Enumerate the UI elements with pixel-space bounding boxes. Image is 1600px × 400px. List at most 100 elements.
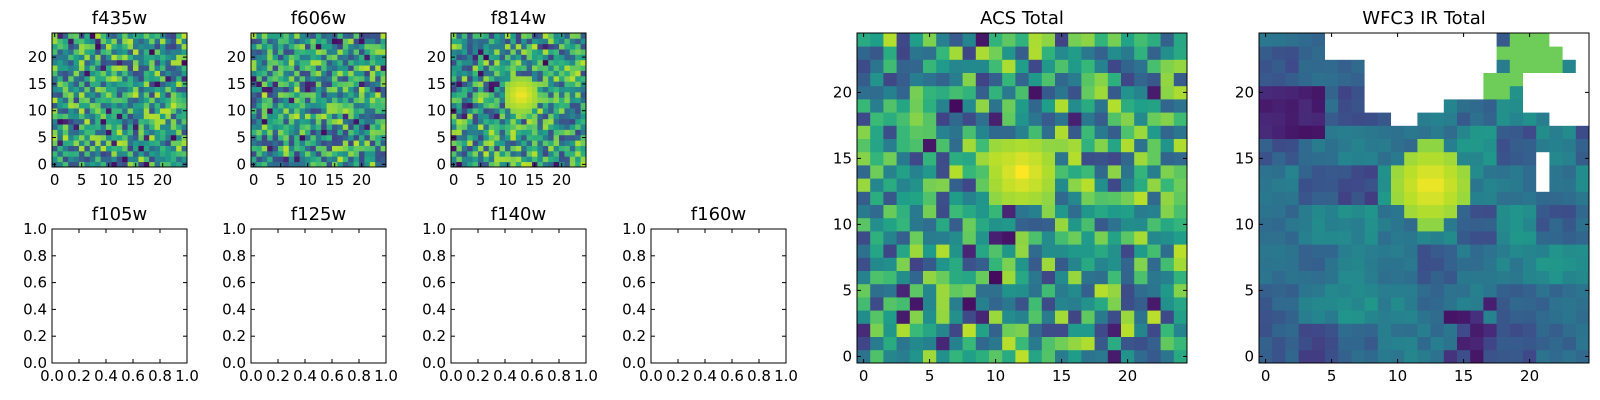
- heatmap-cell: [1272, 297, 1286, 311]
- heatmap-cell: [1483, 204, 1497, 219]
- heatmap-cell: [1430, 72, 1445, 87]
- heatmap-cell: [176, 86, 182, 93]
- heatmap-cell: [1351, 204, 1365, 219]
- heatmap-cell: [1575, 270, 1590, 285]
- heatmap-cell: [176, 113, 182, 120]
- heatmap-cell: [1015, 125, 1029, 139]
- heatmap-cell: [68, 86, 74, 93]
- heatmap-cell: [1121, 46, 1135, 60]
- heatmap-cell: [499, 113, 506, 120]
- heatmap-cell: [149, 43, 155, 50]
- heatmap-cell: [569, 97, 576, 104]
- heatmap-cell: [375, 75, 381, 82]
- heatmap-cell: [461, 113, 468, 120]
- heatmap-cell: [542, 118, 549, 125]
- heatmap-cell: [857, 138, 871, 153]
- heatmap-cell: [1259, 151, 1273, 166]
- heatmap-cell: [1107, 125, 1122, 139]
- heatmap-cell: [116, 113, 123, 120]
- heatmap-cell: [261, 43, 268, 50]
- heatmap-cell: [133, 140, 139, 146]
- heatmap-cell: [989, 72, 1003, 87]
- heatmap-cell: [143, 91, 150, 98]
- heatmap-cell: [1443, 270, 1458, 285]
- heatmap-cell: [1364, 85, 1379, 100]
- heatmap-cell: [1417, 283, 1431, 298]
- heatmap-cell: [57, 59, 64, 66]
- heatmap-cell: [1575, 99, 1590, 113]
- heatmap-cell: [68, 118, 74, 125]
- heatmap-cell: [149, 81, 155, 87]
- heatmap-cell: [488, 97, 495, 104]
- heatmap-cell: [1523, 72, 1537, 87]
- heatmap-cell: [310, 75, 317, 82]
- heatmap-cell: [975, 283, 990, 298]
- heatmap-cell: [294, 102, 300, 109]
- heatmap-cell: [359, 150, 365, 157]
- heatmap-cell: [521, 161, 527, 168]
- heatmap-cell: [294, 113, 300, 120]
- heatmap-cell: [1002, 336, 1016, 351]
- heatmap-cell: [160, 97, 166, 104]
- heatmap-cell: [288, 70, 295, 77]
- heatmap-cell: [857, 297, 871, 311]
- heatmap-cell: [488, 70, 495, 77]
- heatmap-cell: [936, 283, 950, 298]
- heatmap-cell: [62, 97, 69, 104]
- heatmap-cell: [1443, 138, 1458, 153]
- heatmap-cell: [1094, 323, 1109, 337]
- heatmap-cell: [989, 297, 1003, 311]
- heatmap-cell: [375, 140, 381, 146]
- heatmap-cell: [1338, 336, 1352, 351]
- heatmap-cell: [149, 102, 155, 109]
- heatmap-cell: [348, 108, 354, 114]
- heatmap-cell: [526, 97, 533, 104]
- heatmap-cell: [95, 113, 101, 120]
- heatmap-cell: [89, 59, 96, 66]
- heatmap-cell: [521, 91, 527, 98]
- heatmap-cell: [478, 54, 484, 61]
- heatmap-cell: [138, 81, 145, 87]
- heatmap-cell: [548, 102, 554, 109]
- heatmap-cell: [559, 156, 565, 163]
- heatmap-cell: [176, 75, 182, 82]
- heatmap-cell: [133, 129, 139, 136]
- heatmap-cell: [267, 54, 273, 61]
- heatmap-cell: [537, 118, 544, 125]
- heatmap-cell: [548, 81, 554, 87]
- heatmap-cell: [1121, 336, 1135, 351]
- heatmap-cell: [1285, 231, 1299, 245]
- heatmap-cell: [564, 113, 571, 120]
- heatmap-cell: [160, 129, 166, 136]
- heatmap-cell: [989, 323, 1003, 337]
- heatmap-cell: [170, 156, 177, 163]
- heatmap-cell: [521, 134, 527, 141]
- heatmap-cell: [1272, 33, 1286, 47]
- heatmap-cell: [1470, 283, 1484, 298]
- heatmap-cell: [451, 86, 457, 93]
- heatmap-cell: [170, 91, 177, 98]
- heatmap-cell: [1272, 231, 1286, 245]
- heatmap-cell: [1160, 112, 1175, 126]
- heatmap-cell: [1325, 178, 1339, 192]
- heatmap-cell: [542, 59, 549, 66]
- heatmap-cell: [1147, 270, 1161, 285]
- heatmap-cell: [160, 91, 166, 98]
- heatmap-cell: [1430, 257, 1445, 271]
- heatmap-cell: [461, 33, 468, 39]
- heatmap-cell: [79, 86, 85, 93]
- heatmap-cell: [1311, 349, 1326, 364]
- heatmap-cell: [1147, 204, 1161, 219]
- heatmap-cell: [305, 97, 311, 104]
- heatmap-cell: [564, 97, 571, 104]
- heatmap-cell: [375, 81, 381, 87]
- heatmap-cell: [456, 161, 463, 168]
- heatmap-cell: [122, 140, 128, 146]
- x-tick-label: 0.2: [266, 367, 290, 385]
- heatmap-cell: [278, 43, 284, 50]
- heatmap-cell: [321, 70, 327, 77]
- heatmap-cell: [553, 59, 560, 66]
- heatmap-cell: [348, 113, 354, 120]
- heatmap-cell: [176, 43, 182, 50]
- heatmap-cell: [483, 81, 490, 87]
